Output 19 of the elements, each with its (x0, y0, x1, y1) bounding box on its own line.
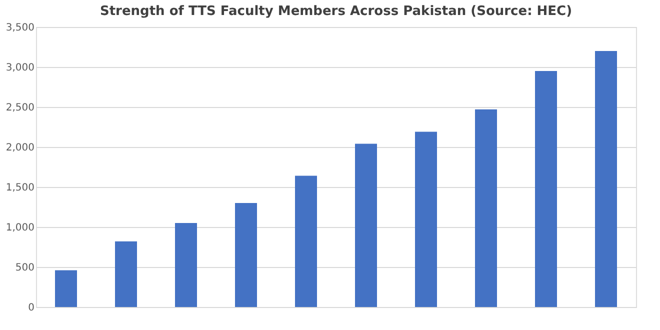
bar (475, 109, 497, 307)
y-tick-label: 0 (28, 302, 34, 314)
y-tick-label: 1,500 (6, 182, 34, 194)
y-tick-label: 3,000 (6, 62, 34, 74)
bar (415, 132, 437, 307)
y-tick-label: 3,500 (6, 22, 34, 34)
bar (595, 51, 617, 307)
bar (55, 270, 77, 307)
bar (295, 176, 317, 307)
bar (355, 144, 377, 307)
y-tick-label: 2,500 (6, 102, 34, 114)
chart-title: Strength of TTS Faculty Members Across Pakistan (Source: HEC) (100, 4, 572, 19)
bar (115, 241, 137, 307)
y-tick-label: 1,000 (6, 222, 34, 234)
bar (235, 203, 257, 307)
y-tick-label: 500 (15, 262, 34, 274)
y-tick-label: 2,000 (6, 142, 34, 154)
bar (535, 71, 557, 307)
bar (175, 223, 197, 307)
